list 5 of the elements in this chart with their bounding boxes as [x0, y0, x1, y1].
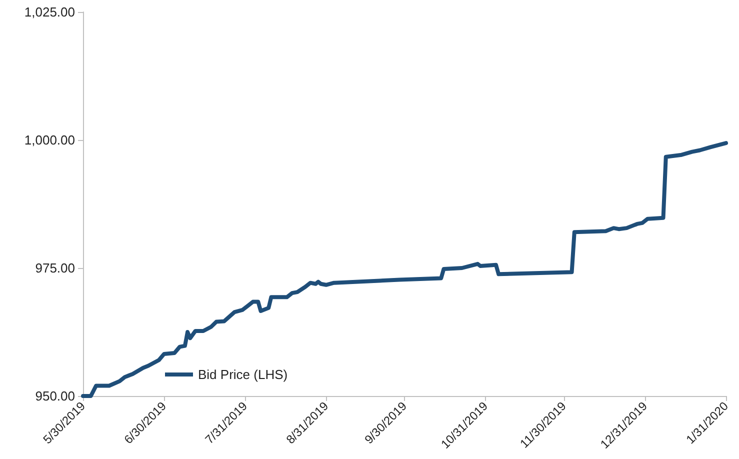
y-tick-label: 950.00	[35, 388, 75, 404]
y-tick-label: 1,000.00	[24, 132, 75, 148]
y-tick-label: 1,025.00	[24, 4, 75, 20]
y-tick-label: 975.00	[35, 260, 75, 276]
legend-label: Bid Price (LHS)	[198, 367, 288, 382]
